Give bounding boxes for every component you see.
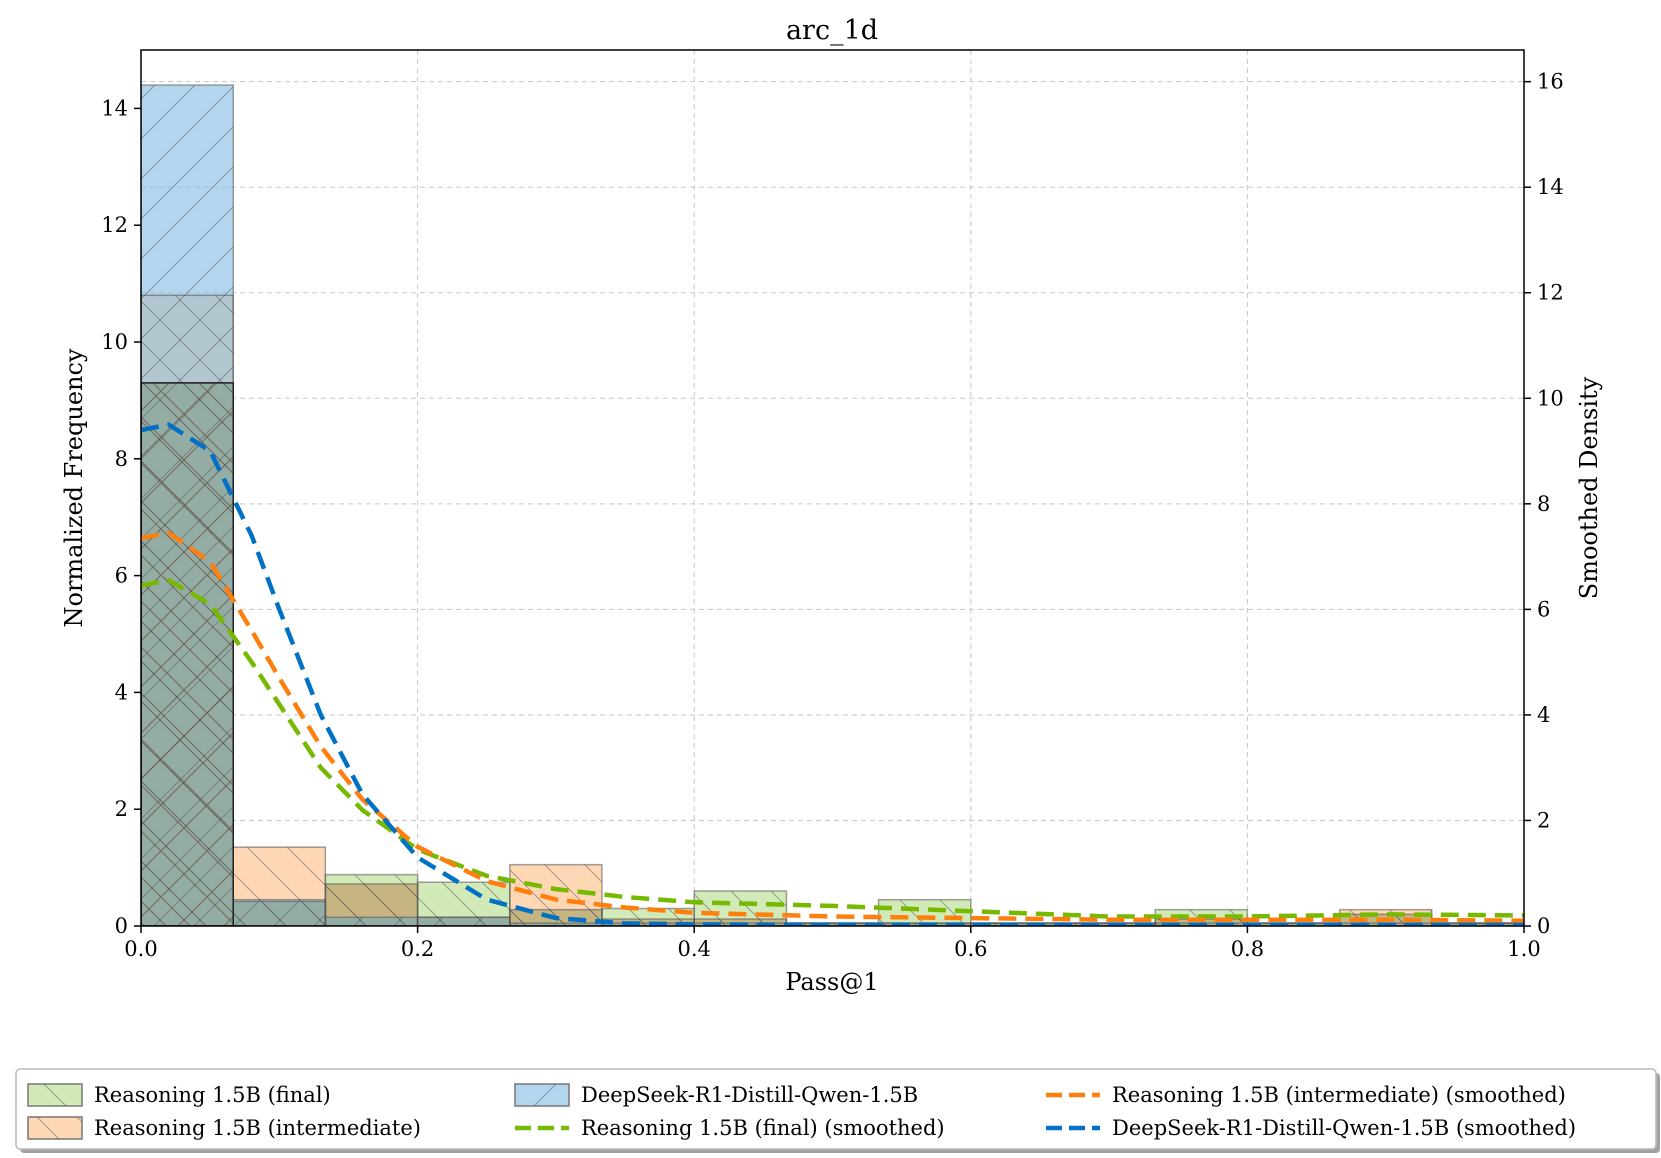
legend-swatch-hatch <box>28 1084 82 1106</box>
legend-items: Reasoning 1.5B (final) DeepSeek-R1-Distil… <box>27 1083 1576 1140</box>
y-tick-label: 2 <box>115 797 128 821</box>
y2-tick-label: 12 <box>1537 281 1564 305</box>
y-tick-label: 14 <box>101 96 128 120</box>
y2-tick-label: 4 <box>1537 703 1550 727</box>
legend-label: DeepSeek-R1-Distill-Qwen-1.5B (smoothed) <box>1112 1116 1576 1140</box>
chart-title: arc_1d <box>786 15 878 46</box>
y2-tick-label: 14 <box>1537 175 1564 199</box>
y2-tick-label: 8 <box>1537 492 1550 516</box>
bar-hatch-2-3 <box>416 916 511 926</box>
x-tick-label: 0.4 <box>677 937 710 961</box>
smoothed-line-2 <box>141 422 1524 926</box>
y2-tick-label: 6 <box>1537 597 1550 621</box>
y-tick-label: 0 <box>115 914 128 938</box>
smoothed-line-0 <box>141 578 1524 919</box>
legend-label: Reasoning 1.5B (final) (smoothed) <box>581 1116 945 1140</box>
legend-frame <box>15 1068 1657 1150</box>
y-tick-label: 4 <box>115 680 128 704</box>
y2-axis-label: Smoothed Density <box>1575 376 1603 599</box>
bar-cross-hatch-0 <box>141 382 234 926</box>
y-tick-label: 6 <box>115 564 128 588</box>
histogram-bars <box>141 85 1524 926</box>
smoothed-density-lines <box>141 422 1524 926</box>
legend-swatch-hatch <box>515 1084 569 1106</box>
legend-label: DeepSeek-R1-Distill-Qwen-1.5B <box>581 1083 918 1107</box>
legend-label: Reasoning 1.5B (final) <box>94 1083 331 1107</box>
bar-hatch-2-1 <box>232 898 327 926</box>
x-tick-label: 0.2 <box>401 937 434 961</box>
y2-axis-ticks: 0 2 4 6 8 10 12 14 16 <box>1524 70 1564 938</box>
bar-hatch-2-14 <box>1431 922 1524 926</box>
legend: Reasoning 1.5B (final) DeepSeek-R1-Distil… <box>15 1068 1660 1153</box>
x-tick-label: 1.0 <box>1507 937 1540 961</box>
x-axis-label: Pass@1 <box>785 968 878 996</box>
y-axis-label: Normalized Frequency <box>60 348 88 627</box>
x-tick-label: 0.8 <box>1231 937 1264 961</box>
y2-tick-label: 0 <box>1537 914 1550 938</box>
legend-swatch-hatch <box>28 1117 82 1139</box>
y-tick-label: 12 <box>101 213 128 237</box>
legend-label: Reasoning 1.5B (intermediate) (smoothed) <box>1112 1083 1566 1107</box>
legend-label: Reasoning 1.5B (intermediate) <box>94 1116 421 1140</box>
y-tick-label: 10 <box>101 330 128 354</box>
x-tick-label: 0.0 <box>124 937 157 961</box>
x-axis-ticks: 0.0 0.2 0.4 0.6 0.8 1.0 <box>124 926 1541 961</box>
bar-hatch-2-2 <box>324 916 419 926</box>
y2-tick-label: 16 <box>1537 70 1564 94</box>
x-tick-label: 0.6 <box>954 937 987 961</box>
histogram-hatch-overlay <box>141 84 1524 926</box>
smoothed-line-1 <box>141 530 1524 923</box>
y-axis-ticks: 0 2 4 6 8 10 12 14 <box>101 96 141 938</box>
y-tick-label: 8 <box>115 447 128 471</box>
y2-tick-label: 2 <box>1537 808 1550 832</box>
y2-tick-label: 10 <box>1537 386 1564 410</box>
plot-frame <box>140 49 1525 927</box>
